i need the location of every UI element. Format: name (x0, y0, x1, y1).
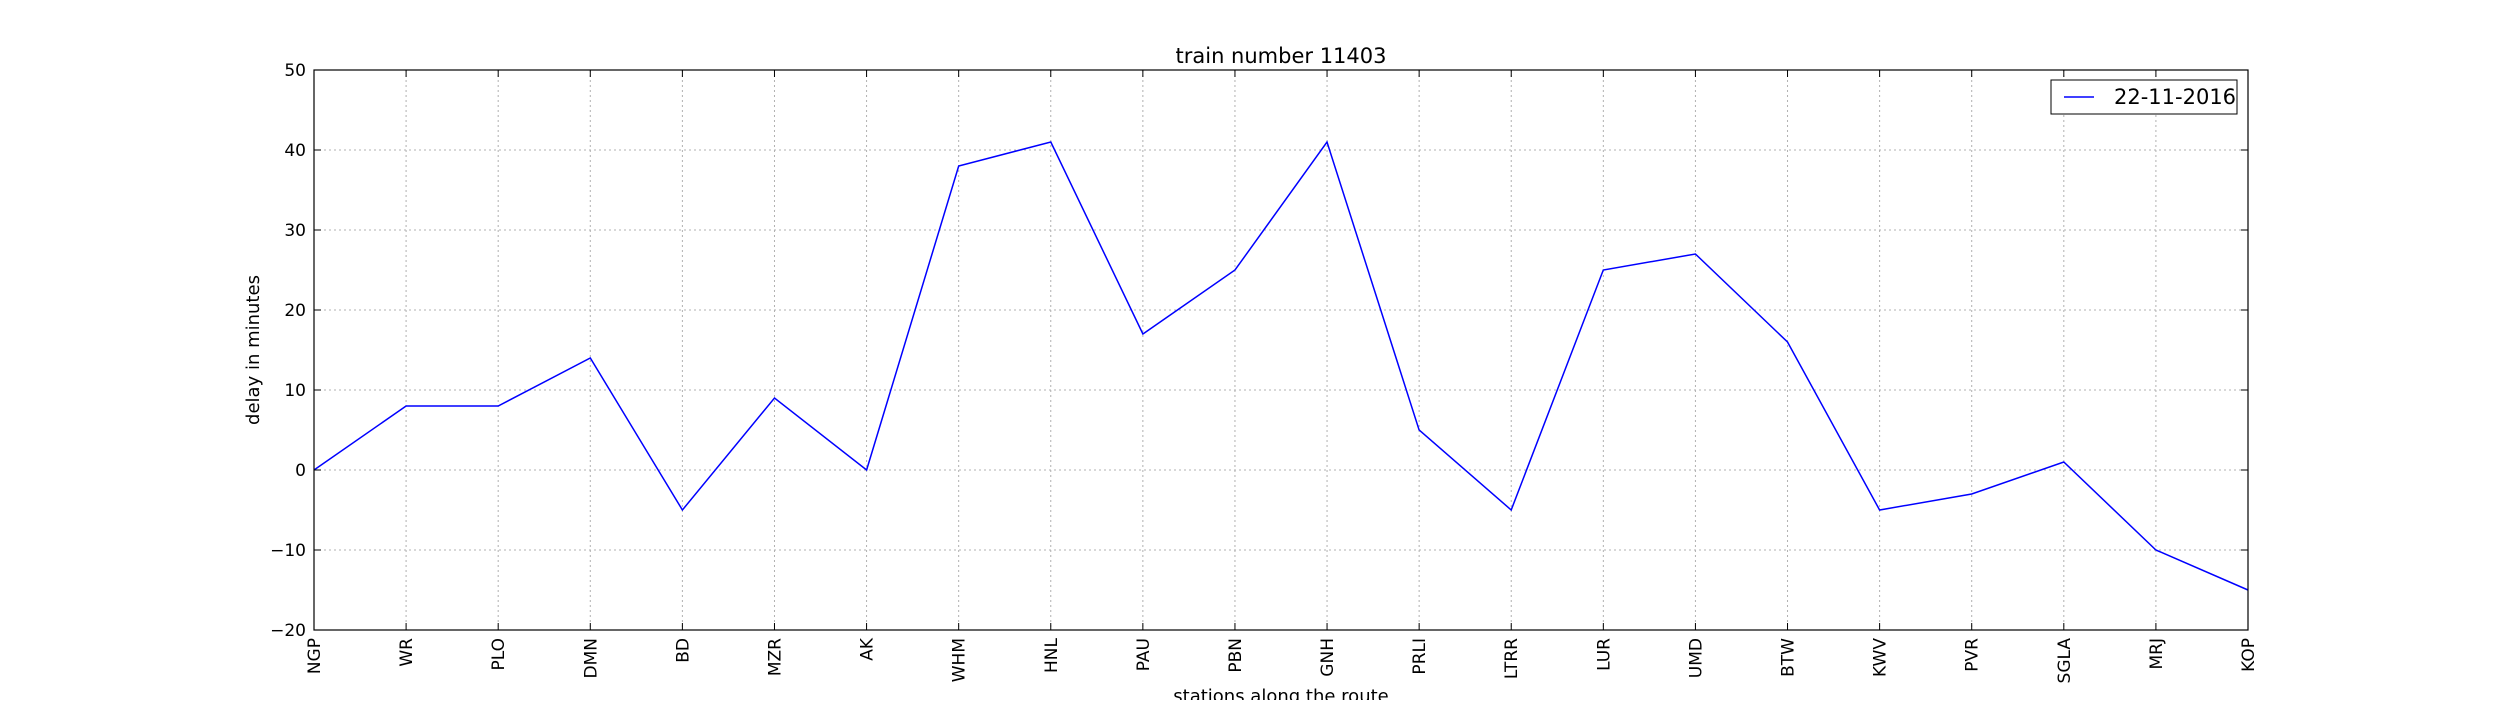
data-point (773, 397, 775, 399)
x-tick-label: PVR (1963, 638, 1983, 672)
x-tick-label: BTW (1779, 638, 1799, 677)
legend-label: 22-11-2016 (2114, 85, 2236, 109)
x-tick-label: UMD (1686, 638, 1706, 678)
x-tick-label: MZR (765, 638, 785, 676)
y-tick-label: −10 (270, 541, 306, 561)
x-tick-label: KWV (1871, 638, 1891, 677)
data-point (1326, 141, 1328, 143)
data-point (497, 405, 499, 407)
data-point (1050, 141, 1052, 143)
x-tick-label: PRLI (1410, 638, 1430, 675)
data-point (589, 357, 591, 359)
x-tick-label: AK (858, 637, 878, 661)
data-point (958, 165, 960, 167)
y-tick-label: 0 (295, 461, 306, 481)
x-tick-label: PBN (1226, 638, 1246, 673)
x-tick-label: LTRR (1502, 638, 1522, 679)
x-tick-label: DMN (581, 638, 601, 678)
data-point (1879, 509, 1881, 511)
x-tick-label: WHM (950, 638, 970, 682)
axis-ticks: −20 −10 0 10 20 30 40 50 NGP WR PLO DMN BD MZR AK WHM HN… (270, 61, 2259, 683)
data-point (866, 469, 868, 471)
x-tick-label: NGP (305, 638, 325, 674)
x-tick-label: BD (673, 638, 693, 663)
y-tick-label: −20 (270, 621, 306, 641)
data-series (313, 140, 2249, 591)
data-point (1694, 253, 1696, 255)
legend: 22-11-2016 (2050, 79, 2238, 115)
x-tick-label: GNH (1318, 638, 1338, 677)
y-axis-title: delay in minutes (243, 275, 264, 425)
y-tick-label: 20 (284, 301, 306, 321)
x-tick-label: PLO (489, 638, 509, 671)
chart-title: train number 11403 (1176, 44, 1387, 68)
data-point (405, 405, 407, 407)
data-point (1787, 341, 1789, 343)
x-tick-label: SGLA (2055, 638, 2075, 684)
data-point (2155, 549, 2157, 551)
data-point (1142, 333, 1144, 335)
x-tick-label: WR (397, 638, 417, 667)
data-point (1418, 429, 1420, 431)
data-point (1234, 269, 1236, 271)
series-line (313, 140, 2249, 591)
y-tick-label: 50 (284, 61, 306, 81)
x-tick-label: HNL (1042, 637, 1062, 673)
plot-frame (313, 69, 2249, 631)
y-tick-label: 40 (284, 141, 306, 161)
x-axis-title: stations along the route (1173, 686, 1388, 700)
x-tick-label: KOP (2239, 638, 2259, 672)
y-tick-label: 30 (284, 221, 306, 241)
data-point (681, 509, 683, 511)
data-point (1602, 269, 1604, 271)
grid-lines (314, 69, 2248, 631)
x-tick-label: PAU (1134, 638, 1154, 671)
data-point (2063, 461, 2065, 463)
y-tick-label: 10 (284, 381, 306, 401)
data-point (1510, 509, 1512, 511)
x-tick-label: LUR (1594, 638, 1614, 671)
x-tick-label: MRJ (2147, 638, 2167, 670)
data-point (1971, 493, 1973, 495)
